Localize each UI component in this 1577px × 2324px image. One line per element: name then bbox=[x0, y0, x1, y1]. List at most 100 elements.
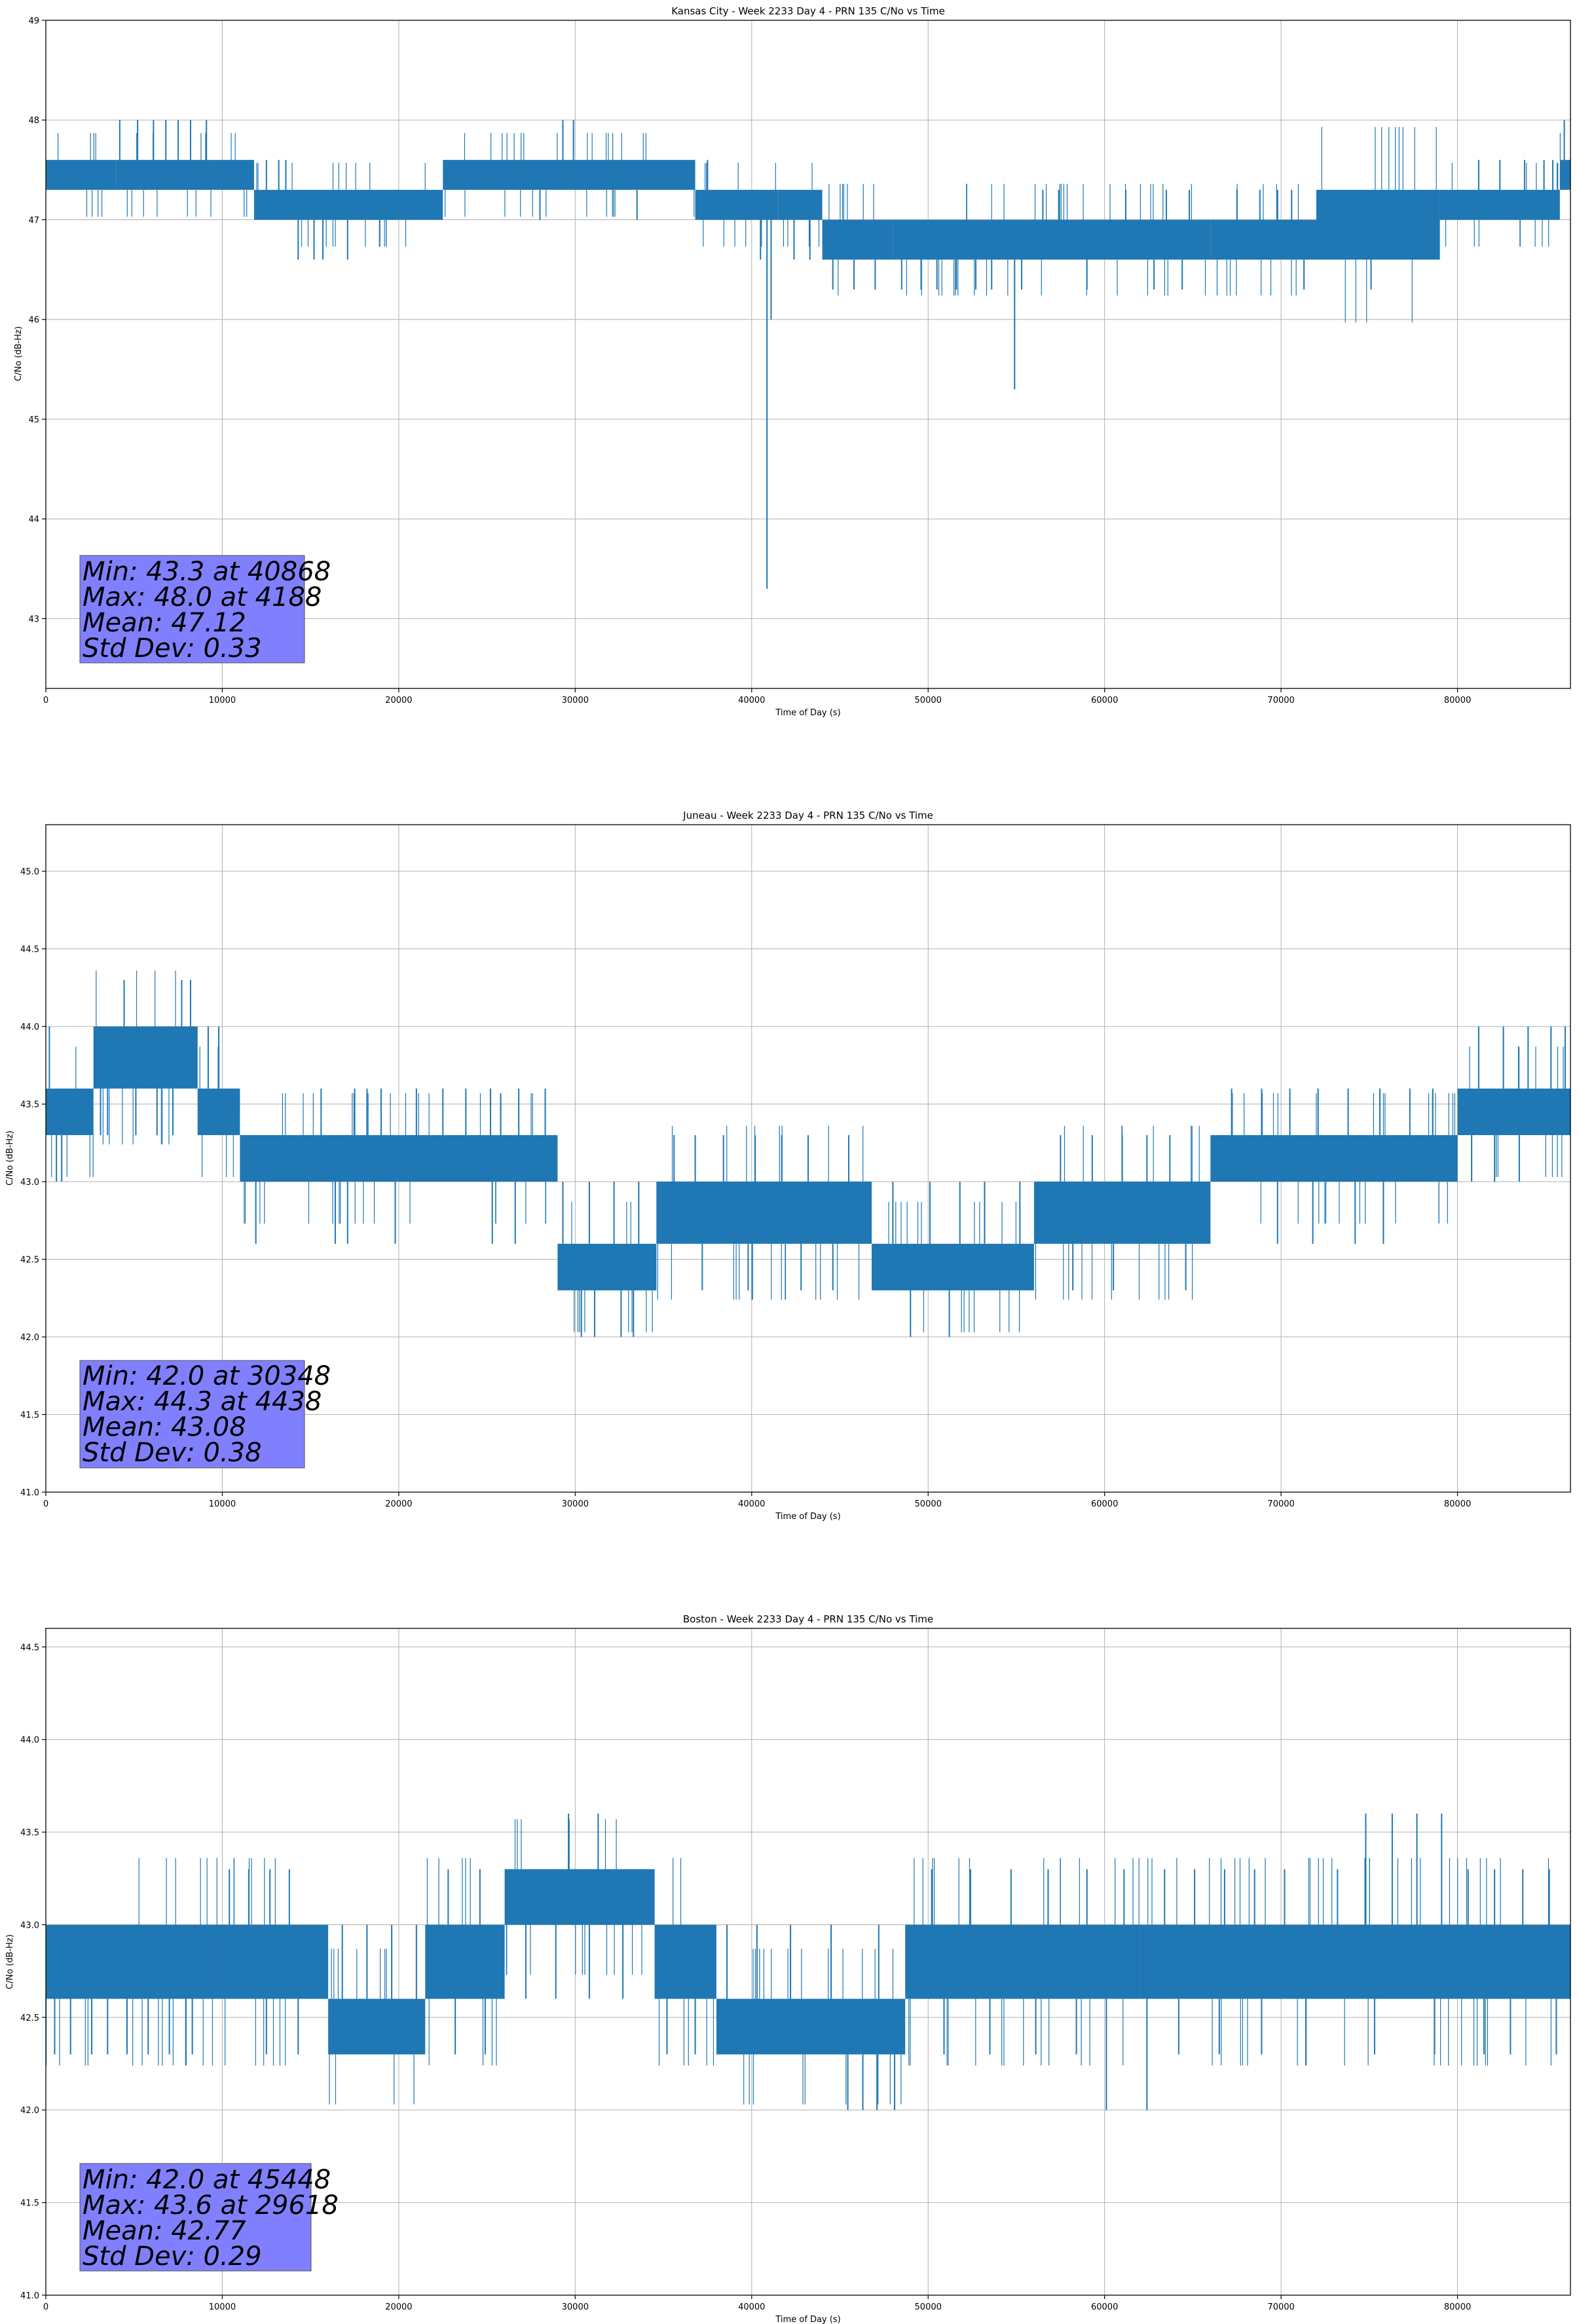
data-band bbox=[443, 160, 696, 190]
series-segment bbox=[695, 160, 779, 589]
kansas-city-chart-panel: Kansas City - Week 2233 Day 4 - PRN 135 … bbox=[14, 5, 1571, 718]
data-band bbox=[1033, 1182, 1211, 1244]
y-tick-label: 45 bbox=[28, 415, 39, 425]
y-tick-label: 43 bbox=[28, 614, 39, 624]
stats-std-dev: Std Dev: 0.33 bbox=[83, 633, 262, 664]
series-segment bbox=[1457, 1026, 1570, 1182]
x-axis-label: Time of Day (s) bbox=[775, 708, 840, 718]
y-tick-label: 41.0 bbox=[20, 1488, 39, 1498]
series-segment bbox=[504, 1813, 655, 1999]
series-segment bbox=[872, 1182, 1034, 1338]
axes-frame bbox=[45, 1628, 1571, 2296]
data-band bbox=[999, 219, 1211, 260]
series-segment bbox=[197, 1026, 240, 1177]
x-tick-label: 50000 bbox=[915, 696, 942, 705]
series-segment bbox=[1210, 1088, 1458, 1244]
tick-labels: 0 10000 20000 30000 40000 50000 60000 70000 8000… bbox=[28, 16, 1471, 705]
series-segment bbox=[654, 1858, 716, 2066]
series-segment bbox=[222, 1858, 329, 2066]
x-axis-label: Time of Day (s) bbox=[775, 1512, 840, 1522]
series-segment bbox=[1140, 1858, 1316, 2066]
series-segment bbox=[93, 970, 198, 1145]
y-tick-label: 41.5 bbox=[20, 2199, 39, 2209]
x-tick-label: 10000 bbox=[209, 696, 236, 705]
data-band bbox=[46, 1924, 223, 1999]
stats-max: Max: 48.0 at 4188 bbox=[83, 582, 322, 612]
x-tick-label: 10000 bbox=[209, 2302, 236, 2312]
stats-mean: Mean: 47.12 bbox=[83, 608, 246, 638]
series-line bbox=[45, 1813, 1570, 2110]
series-segment bbox=[716, 1924, 906, 2110]
x-tick-label: 60000 bbox=[1091, 696, 1118, 705]
series-segment bbox=[1210, 183, 1316, 296]
y-tick-label: 44.0 bbox=[20, 1022, 39, 1032]
x-tick-label: 20000 bbox=[385, 696, 412, 705]
y-tick-label: 44.5 bbox=[20, 1643, 39, 1653]
series-segment bbox=[1316, 126, 1440, 323]
y-tick-label: 42.5 bbox=[20, 2014, 39, 2023]
y-axis-label: C/No (dB-Hz) bbox=[5, 1131, 15, 1186]
stats-min: Min: 43.3 at 40868 bbox=[83, 557, 331, 587]
y-tick-label: 41.0 bbox=[20, 2291, 39, 2301]
stats-box-background bbox=[79, 1360, 305, 1469]
series-segment bbox=[443, 120, 696, 220]
stats-box: Min: 42.0 at 45448 Max: 43.6 at 29618 Me… bbox=[79, 2163, 339, 2272]
y-tick-label: 42.0 bbox=[20, 1333, 39, 1343]
data-band bbox=[822, 219, 893, 260]
data-band bbox=[716, 1998, 906, 2055]
y-tick-label: 44.0 bbox=[20, 1736, 39, 1746]
x-tick-label: 0 bbox=[43, 2302, 48, 2312]
y-tick-label: 43.0 bbox=[20, 1178, 39, 1188]
y-tick-label: 42.0 bbox=[20, 2106, 39, 2116]
stats-min: Min: 42.0 at 45448 bbox=[83, 2165, 331, 2195]
series-segment bbox=[46, 133, 117, 217]
y-tick-label: 43.5 bbox=[20, 1828, 39, 1838]
series-segment bbox=[116, 120, 213, 217]
data-band bbox=[695, 189, 779, 220]
series-segment bbox=[905, 1858, 1148, 2110]
series-segment bbox=[1316, 1813, 1570, 2066]
y-tick-label: 43.5 bbox=[20, 1100, 39, 1110]
data-band bbox=[46, 1088, 94, 1135]
data-band bbox=[1210, 219, 1316, 260]
series-segment bbox=[999, 183, 1211, 296]
x-tick-label: 70000 bbox=[1267, 1499, 1294, 1509]
chart-title: Juneau - Week 2233 Day 4 - PRN 135 C/No … bbox=[682, 810, 933, 821]
series-line bbox=[46, 120, 1570, 589]
series-segment bbox=[425, 1858, 505, 2066]
data-band bbox=[1140, 1924, 1316, 1999]
data-band bbox=[557, 1243, 657, 1290]
stats-max: Max: 44.3 at 4438 bbox=[83, 1387, 322, 1417]
stats-box-background bbox=[79, 555, 305, 664]
tick-labels: 0 10000 20000 30000 40000 50000 60000 70000 8000… bbox=[20, 1643, 1471, 2312]
x-tick-label: 20000 bbox=[385, 1499, 412, 1509]
data-band bbox=[778, 189, 823, 220]
y-tick-label: 41.5 bbox=[20, 1411, 39, 1421]
x-tick-label: 50000 bbox=[915, 1499, 942, 1509]
data-band bbox=[46, 160, 117, 190]
series-segment bbox=[656, 1125, 872, 1300]
series-segment bbox=[893, 183, 1016, 390]
x-tick-label: 60000 bbox=[1091, 1499, 1118, 1509]
stats-min: Min: 42.0 at 30348 bbox=[83, 1361, 331, 1391]
y-tick-label: 48 bbox=[28, 116, 39, 126]
plot-area: 0 10000 20000 30000 40000 50000 60000 70000 8000… bbox=[20, 1628, 1571, 2312]
series-segment bbox=[45, 1858, 223, 2066]
series-segment bbox=[46, 1026, 94, 1182]
x-tick-label: 0 bbox=[43, 1499, 48, 1509]
y-tick-label: 44 bbox=[28, 515, 39, 525]
x-tick-label: 70000 bbox=[1267, 2302, 1294, 2312]
axes-frame bbox=[45, 20, 1571, 689]
data-band bbox=[1316, 1924, 1570, 1999]
y-tick-label: 49 bbox=[28, 16, 39, 26]
y-axis-label: C/No (dB-Hz) bbox=[5, 1934, 15, 1989]
data-band bbox=[116, 160, 213, 190]
stats-std-dev: Std Dev: 0.38 bbox=[83, 1438, 262, 1468]
x-tick-label: 30000 bbox=[562, 696, 589, 705]
chart-title: Kansas City - Week 2233 Day 4 - PRN 135 … bbox=[671, 5, 945, 17]
boston-chart-panel: Boston - Week 2233 Day 4 - PRN 135 C/No … bbox=[5, 1613, 1571, 2324]
x-tick-label: 20000 bbox=[385, 2302, 412, 2312]
y-tick-label: 44.5 bbox=[20, 945, 39, 955]
x-tick-label: 50000 bbox=[915, 2302, 942, 2312]
data-band bbox=[253, 189, 443, 220]
